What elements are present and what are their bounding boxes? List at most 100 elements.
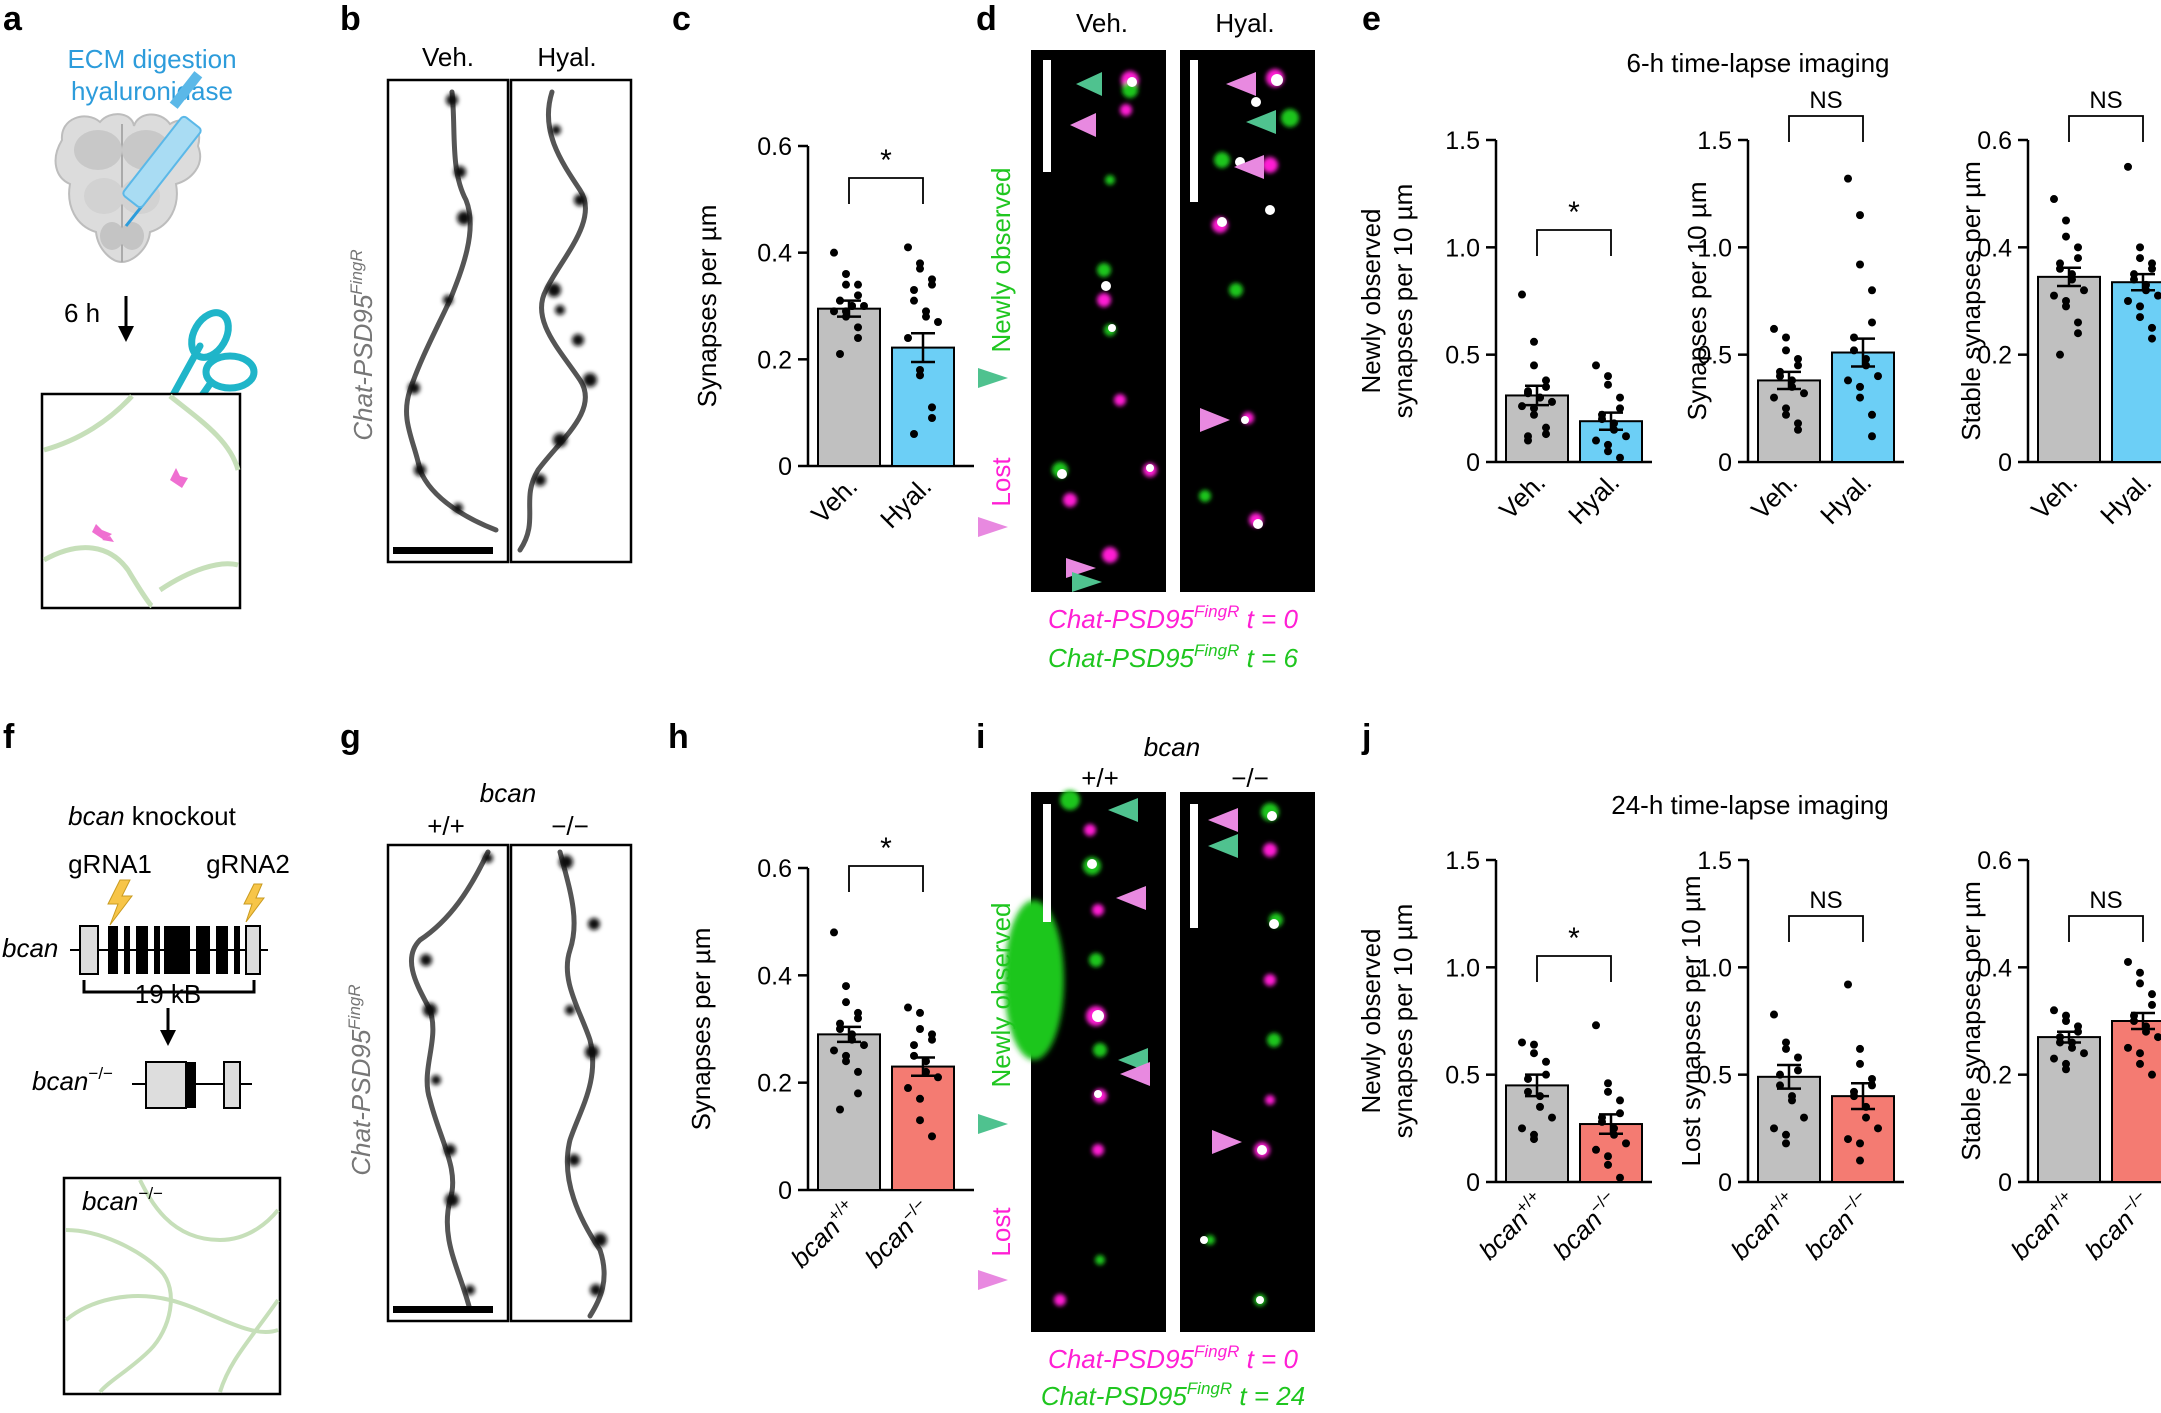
data-point [2074,254,2082,263]
data-point [2124,162,2132,171]
b-ylabel: Chat-PSD95FingR [347,249,378,440]
chart-c: 0 0.2 0.4 0.6 Synapses per µm * Veh. Hyal. [692,133,974,534]
data-point [1776,1070,1784,1079]
data-point [2148,334,2156,343]
data-point [854,1014,862,1023]
data-point [1604,447,1612,456]
y-tick-label: 0.6 [1977,847,2012,875]
y-tick-label: 0 [1998,1169,2012,1197]
y-tick-label: 0.2 [1977,1062,2012,1090]
significance-bracket [1536,229,1612,256]
g-gene-label: bcan [480,778,536,808]
data-point [2124,297,2132,305]
d-lost-label: Lost [986,457,1016,507]
data-point [916,371,924,380]
significance-bracket [848,177,924,204]
i-wt-scale-bar [1043,804,1051,922]
y-tick-label: 0.5 [1445,342,1480,370]
data-point [904,243,912,252]
panel-f-schematic: bcan knockout gRNA1 gRNA2 bcan 19 kB bca… [2,801,290,1396]
data-point [1518,1038,1526,1047]
data-point [1604,1087,1612,1096]
panel-letter-d: d [976,0,997,38]
i-legend-t0: Chat-PSD95FingR t = 0 [1048,1342,1298,1374]
panel-letter-c: c [672,0,691,38]
data-point [1874,372,1882,381]
y-tick-label: 1.5 [1445,127,1480,155]
d-veh-image [1031,50,1166,592]
data-point [1542,376,1550,385]
y-axis-label: synapses per 10 µm [1388,184,1418,419]
y-tick-label: 1.5 [1445,847,1480,875]
bar [1757,1075,1821,1184]
data-point [1850,1092,1858,1101]
data-point [1604,1160,1612,1169]
y-tick-label: 0.2 [757,1070,792,1098]
f-gene-label: bcan [2,933,58,963]
data-point [1530,361,1538,370]
d-green-arrow-key [978,368,1008,388]
g-wt-label: +/+ [427,811,465,841]
data-point [1592,1145,1600,1154]
b-scale-bar [393,547,493,554]
data-point [1530,337,1538,346]
data-point [2074,243,2082,252]
j-title: 24-h time-lapse imaging [1611,790,1888,820]
data-point [2074,318,2082,327]
panel-letter-a: a [3,0,23,38]
hyaluronidase-label: hyaluronidase [71,76,233,106]
chart-e1: 0 0.5 1.0 1.5 Newly observed synapses per 10 … [1356,127,1652,530]
i-ko-image [1180,792,1315,1332]
significance-bracket [2068,115,2144,142]
data-point [904,1084,912,1093]
data-point [1782,1044,1790,1053]
category-label: Veh. [1493,467,1551,525]
data-point [1794,354,1802,363]
data-point [1592,1021,1600,1030]
data-point [2062,232,2070,241]
data-point [916,1025,924,1033]
data-point [1856,382,1864,391]
data-point [2124,957,2132,966]
data-point [2130,1017,2138,1025]
data-point [1862,1113,1870,1122]
y-tick-label: 0 [1466,449,1480,477]
data-point [2136,243,2144,252]
significance-label: * [1568,196,1580,229]
data-point [830,307,838,316]
significance-bracket [1536,955,1612,982]
data-point [1530,1049,1538,1058]
data-point [1844,174,1852,183]
d-legend-t0: Chat-PSD95FingR t = 0 [1048,602,1298,634]
category-label: Veh. [2025,467,2083,525]
g-ko-label: −/− [551,811,589,841]
data-point [2062,1065,2070,1074]
data-point [1800,389,1808,398]
d-veh-scale-bar [1043,60,1051,172]
data-point [2136,302,2144,311]
data-point [910,1041,918,1050]
data-point [934,318,942,326]
i-gene-label: bcan [1144,732,1200,762]
y-tick-label: 0 [778,1177,792,1205]
ecm-digestion-label: ECM digestion [67,44,236,74]
y-axis-label: synapses per 10 µm [1388,904,1418,1139]
panel-b-images: Veh. Hyal. Chat-PSD95FingR [347,42,633,564]
i-lost-label: Lost [986,1207,1016,1257]
y-axis-label: Lost synapses per 10 µm [1676,875,1706,1166]
data-point [2148,264,2156,273]
chart-h: 0 0.2 0.4 0.6 Synapses per µm * bcan+/+bcan−/− [686,832,974,1274]
data-point [1794,425,1802,434]
data-point [1868,318,1876,327]
data-point [1782,1139,1790,1148]
data-point [1524,436,1532,445]
data-point [2080,286,2088,295]
significance-bracket [1788,115,1864,142]
data-point [842,270,850,278]
y-tick-label: 1.5 [1697,847,1732,875]
y-axis-label: Newly observed [1356,209,1386,394]
y-tick-label: 0 [1718,449,1732,477]
significance-bracket [2068,915,2144,942]
data-point [1782,346,1790,355]
